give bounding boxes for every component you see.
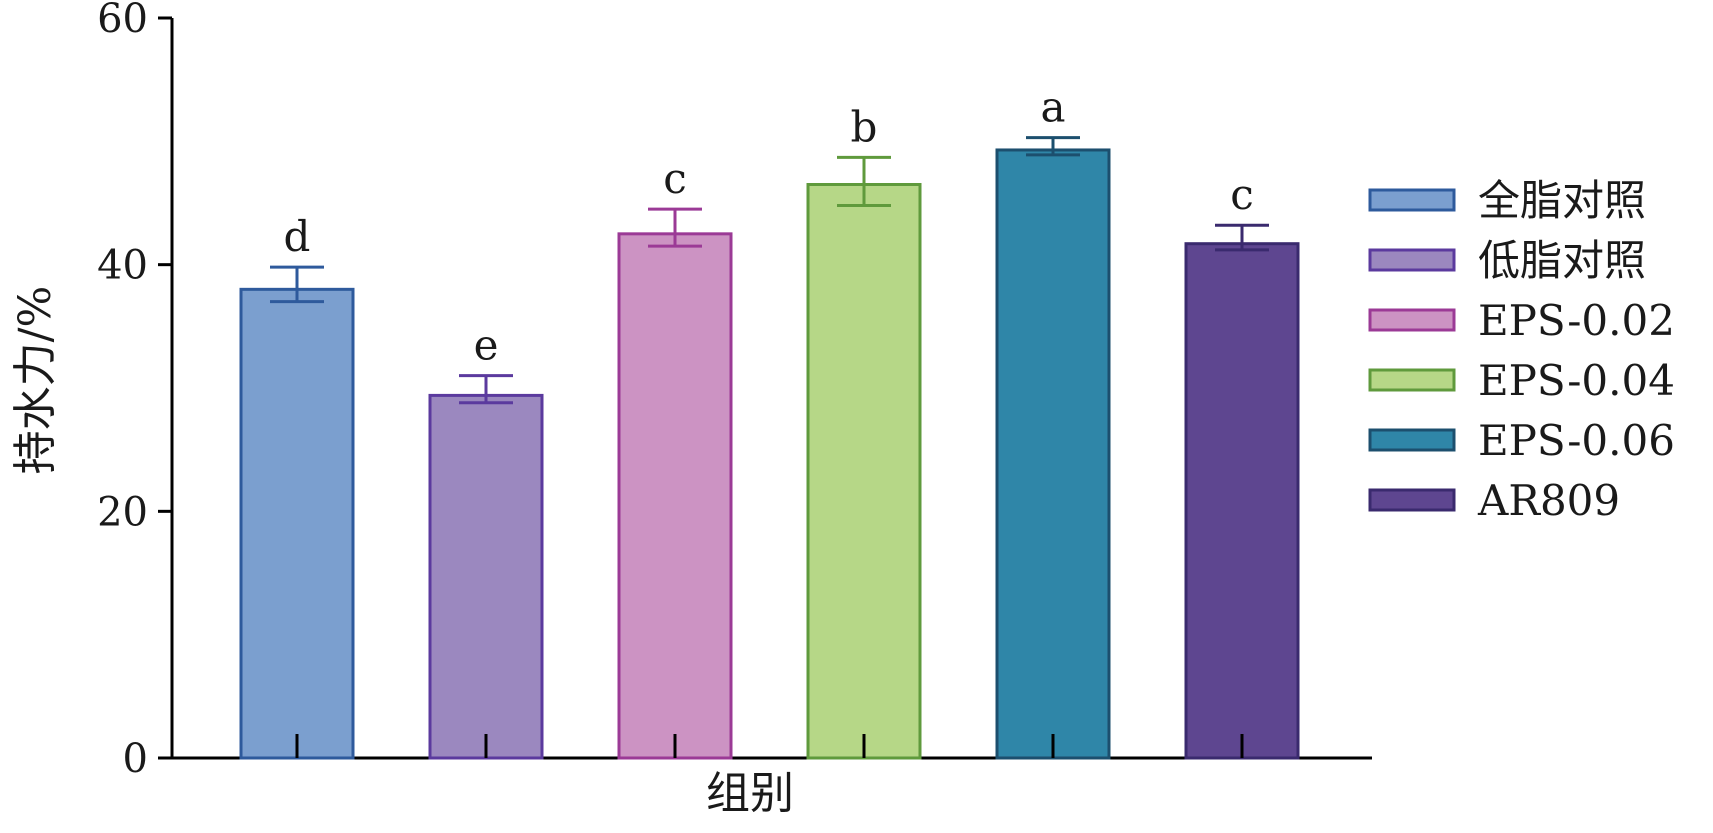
- legend-swatch: [1368, 488, 1456, 512]
- legend-swatch: [1368, 368, 1456, 392]
- significance-label: d: [284, 212, 311, 261]
- bar: [239, 287, 355, 760]
- significance-label: c: [1230, 170, 1254, 219]
- legend-swatch: [1368, 248, 1456, 272]
- significance-label: a: [1040, 83, 1065, 132]
- legend-swatch: [1368, 428, 1456, 452]
- legend-label: EPS-0.02: [1478, 296, 1675, 345]
- significance-label: b: [851, 102, 878, 151]
- legend-swatch: [1368, 188, 1456, 212]
- legend-label: EPS-0.04: [1478, 356, 1675, 405]
- bar: [617, 232, 733, 760]
- y-tick-label: 60: [97, 0, 148, 42]
- y-axis-title: 持水力/%: [10, 286, 61, 475]
- legend-swatch: [1368, 308, 1456, 332]
- bar: [806, 183, 922, 760]
- x-axis-title: 组别: [706, 768, 794, 819]
- plot-area: 0 20 40 60 d e c b a c: [97, 0, 1372, 782]
- y-tick-label: 40: [97, 243, 148, 289]
- legend-label: EPS-0.06: [1478, 416, 1675, 465]
- bar: [1184, 242, 1300, 760]
- legend-label: 全脂对照: [1478, 176, 1646, 225]
- legend-label: AR809: [1477, 476, 1620, 525]
- y-tick-label: 20: [97, 489, 148, 535]
- y-tick-label: 0: [123, 736, 148, 782]
- bar: [428, 393, 544, 760]
- significance-label: e: [474, 321, 499, 370]
- significance-label: c: [663, 154, 687, 203]
- bar: [995, 148, 1111, 760]
- legend-label: 低脂对照: [1478, 236, 1646, 285]
